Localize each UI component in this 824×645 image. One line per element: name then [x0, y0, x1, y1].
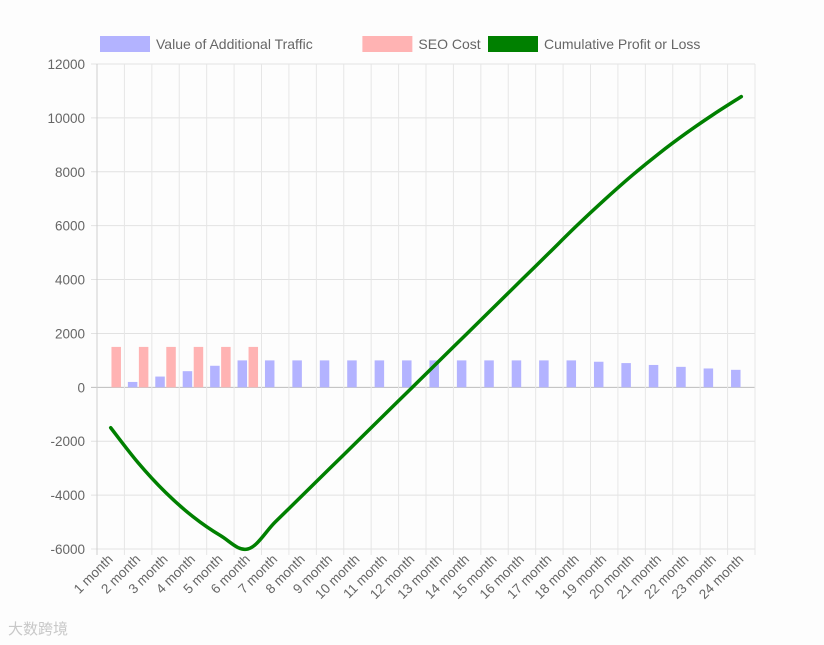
traffic-value-bar — [237, 360, 248, 388]
legend-label: Cumulative Profit or Loss — [544, 36, 700, 52]
traffic-value-bar — [539, 360, 549, 388]
y-tick-label: -2000 — [50, 434, 85, 449]
traffic-value-bar — [292, 360, 302, 388]
y-tick-label: -6000 — [50, 542, 85, 557]
traffic-value-bar — [155, 376, 165, 388]
y-tick-label: 2000 — [55, 326, 85, 341]
legend-swatch — [362, 36, 413, 52]
traffic-value-bar — [429, 360, 439, 388]
traffic-value-bar — [456, 360, 467, 388]
traffic-value-bar — [402, 360, 412, 388]
traffic-value-bar — [374, 360, 385, 388]
line-series — [108, 94, 744, 552]
traffic-value-bar — [511, 360, 522, 388]
traffic-value-bar — [210, 365, 220, 388]
seo-cost-bar — [221, 346, 231, 388]
seo-cost-bar — [248, 346, 259, 388]
y-axis-ticks: -6000 -4000 -2000 0 2000 4000 6000 8000 10000 120… — [47, 57, 85, 557]
legend: Value of Additional Traffic SEO Cost Cumul… — [100, 36, 700, 52]
traffic-value-bar — [127, 381, 138, 388]
legend-swatch — [100, 36, 150, 52]
seo-cost-bar — [193, 346, 204, 388]
traffic-value-bar — [566, 360, 577, 388]
y-tick-label: 8000 — [55, 165, 85, 180]
legend-swatch — [488, 36, 538, 52]
traffic-value-bar — [593, 361, 604, 388]
traffic-value-bar — [648, 364, 659, 388]
traffic-value-bar — [703, 368, 714, 388]
seo-cost-bar — [138, 346, 149, 388]
y-tick-label: 6000 — [55, 219, 85, 234]
y-tick-label: 10000 — [47, 111, 85, 126]
cumulative-profit-line — [108, 94, 744, 552]
traffic-value-bar — [676, 366, 686, 388]
y-tick-label: 4000 — [55, 273, 85, 288]
traffic-value-bar — [319, 360, 330, 388]
watermark-text: 大数跨境 — [8, 620, 69, 638]
y-tick-label: 12000 — [47, 57, 85, 72]
traffic-value-bar — [347, 360, 357, 388]
seo-cost-bar — [166, 346, 176, 388]
traffic-value-bar — [182, 371, 193, 388]
traffic-value-bar — [484, 360, 494, 388]
bar-series — [111, 346, 741, 388]
traffic-value-bar — [731, 369, 741, 388]
grid-lines — [91, 63, 756, 555]
traffic-value-bar — [621, 363, 631, 388]
y-tick-label: 0 — [77, 380, 85, 395]
legend-label: SEO Cost — [418, 36, 480, 52]
traffic-value-bar — [264, 360, 275, 388]
seo-cost-bar — [111, 346, 121, 388]
legend-label: Value of Additional Traffic — [156, 36, 313, 52]
y-tick-label: -4000 — [50, 488, 85, 503]
